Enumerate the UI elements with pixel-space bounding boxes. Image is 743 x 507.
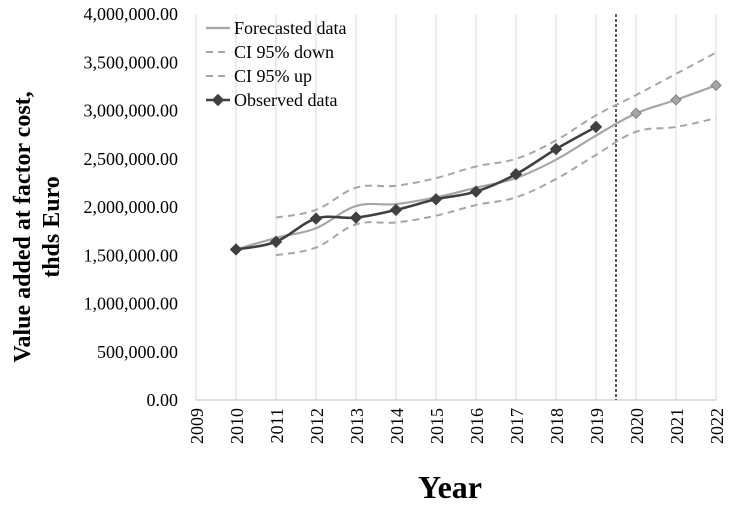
x-tick-label: 2011 [267, 408, 287, 443]
legend: Forecasted data CI 95% down CI 95% up Obser… [206, 18, 346, 110]
x-tick-label: 2014 [387, 408, 407, 444]
y-tick-label: 0.00 [147, 390, 179, 410]
legend-label: Forecasted data [234, 18, 346, 38]
ci-95-up-line [275, 51, 717, 219]
x-tick-label: 2015 [427, 408, 447, 444]
x-tick-label: 2012 [307, 408, 327, 444]
observed-point [269, 235, 283, 248]
observed-point [309, 212, 323, 225]
y-tick-label: 2,500,000.00 [84, 149, 179, 169]
y-axis-label-line: thds Euro [39, 176, 65, 278]
y-tick-label: 500,000.00 [97, 342, 178, 362]
y-tick-label: 3,000,000.00 [84, 101, 179, 121]
x-tick-label: 2021 [667, 408, 687, 444]
forecast-point [710, 79, 722, 92]
observed-point [589, 120, 603, 134]
y-tick-label: 4,000,000.00 [84, 4, 179, 24]
legend-swatch-marker [211, 93, 225, 107]
series-layer [229, 14, 722, 400]
observed-point [429, 193, 443, 206]
y-tick-label: 3,500,000.00 [84, 52, 179, 72]
observed-point [349, 211, 363, 224]
x-tick-label: 2016 [467, 408, 487, 444]
forecast-point [630, 107, 642, 120]
legend-label: CI 95% up [234, 66, 312, 86]
axis-layer: 2009 2010 2011 2012 2013 2014 2015 2016 2017 2018… [84, 4, 728, 444]
legend-label: CI 95% down [234, 42, 334, 62]
x-tick-label: 2019 [587, 408, 607, 444]
axis-labels: Value added at factor cost, thds Euro Yea… [10, 91, 482, 505]
y-tick-label: 1,000,000.00 [84, 294, 179, 314]
y-tick-label: 2,000,000.00 [84, 197, 179, 217]
observed-point [509, 167, 523, 181]
y-tick-label: 1,500,000.00 [84, 245, 179, 265]
legend-label: Observed data [234, 90, 337, 110]
ci-95-down-line [275, 117, 717, 257]
x-tick-label: 2020 [627, 408, 647, 444]
observed-point [549, 142, 563, 156]
x-tick-label: 2022 [707, 408, 727, 444]
x-tick-label: 2018 [547, 408, 567, 444]
observed-point [389, 203, 403, 217]
y-axis-label: Value added at factor cost, thds Euro [10, 91, 65, 362]
x-tick-label: 2010 [227, 408, 247, 444]
observed-data-line [235, 125, 597, 251]
x-tick-label: 2013 [347, 408, 367, 444]
forecast-point [670, 94, 682, 106]
x-axis-label: Year [418, 469, 482, 505]
x-tick-label: 2009 [187, 408, 207, 444]
y-axis-label-line: Value added at factor cost, [10, 91, 36, 362]
observed-point [469, 185, 483, 198]
observed-point [229, 243, 243, 256]
x-tick-label: 2017 [507, 408, 527, 444]
